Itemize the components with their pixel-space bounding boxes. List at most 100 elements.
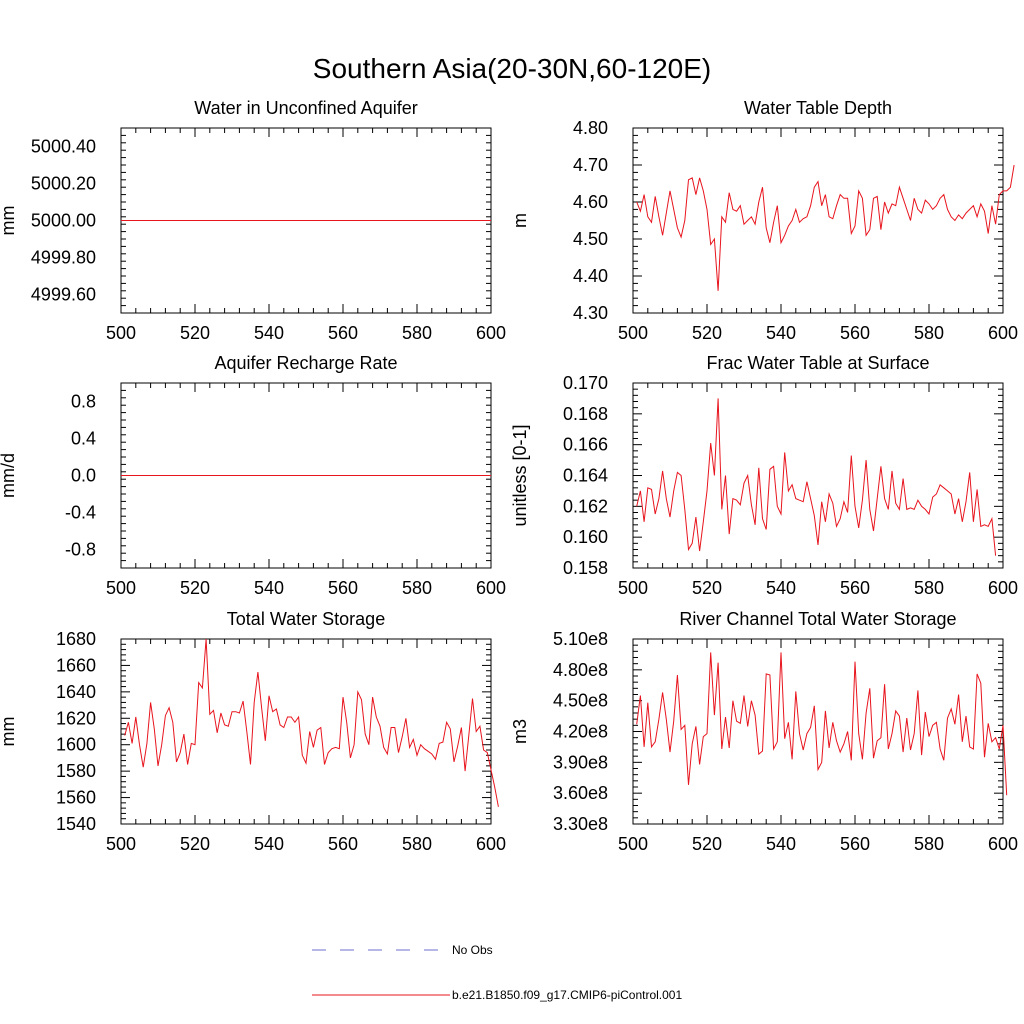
panel-grid: Water in Unconfined Aquifer mm 500 520 540 56… [0,98,1018,854]
x-tick-label: 540 [766,834,796,854]
y-tick-label: 1660 [56,655,96,675]
y-axis-label: mm [0,206,18,236]
y-tick-label: -0.4 [65,503,96,523]
x-tick-label: 520 [692,578,722,598]
series-line [636,164,1015,291]
x-tick-label: 560 [840,834,870,854]
y-tick-label: 0.158 [563,558,608,578]
legend: No Obs b.e21.B1850.f09_g17.CMIP6-piContr… [312,943,682,1002]
y-tick-label: 4.70 [573,155,608,175]
x-tick-label: 560 [328,323,358,343]
x-tick-label: 600 [476,578,506,598]
y-axis-label: unitless [0-1] [510,424,530,526]
y-tick-label: 0.168 [563,404,608,424]
y-tick-label: 4.50 [573,229,608,249]
x-tick-label: 600 [988,578,1018,598]
y-tick-label: 4.60 [573,192,608,212]
y-tick-label: 4.40 [573,266,608,286]
y-tick-label: 5.10e8 [553,629,608,649]
x-tick-label: 600 [988,834,1018,854]
y-tick-label: 0.166 [563,435,608,455]
y-tick-label: 1620 [56,708,96,728]
y-tick-label: 4.30 [573,303,608,323]
x-tick-label: 600 [476,323,506,343]
x-tick-label: 520 [692,834,722,854]
x-tick-label: 580 [914,834,944,854]
panel-title: Water in Unconfined Aquifer [194,98,417,118]
y-tick-label: 4.80 [573,118,608,138]
x-tick-label: 500 [618,834,648,854]
x-tick-label: 580 [914,323,944,343]
x-tick-label: 500 [618,323,648,343]
y-tick-label: 4999.60 [31,285,96,305]
y-tick-label: 1580 [56,761,96,781]
x-tick-label: 540 [254,578,284,598]
y-axis-label: mm [0,717,18,747]
panel-5: Total Water Storage mm 500 520 540 560 580 600 1… [0,609,506,854]
x-tick-label: 540 [766,323,796,343]
x-tick-label: 540 [254,834,284,854]
panel-title: Total Water Storage [227,609,385,629]
y-tick-label: 1540 [56,814,96,834]
y-tick-label: 0.160 [563,527,608,547]
x-tick-label: 520 [692,323,722,343]
y-tick-label: 0.0 [71,466,96,486]
x-tick-label: 580 [402,323,432,343]
x-tick-label: 500 [106,578,136,598]
series-line [636,652,1008,796]
x-tick-label: 520 [180,834,210,854]
y-tick-label: 5000.20 [31,174,96,194]
y-tick-label: 1680 [56,629,96,649]
panel-6: River Channel Total Water Storage m3 500 52… [510,609,1018,854]
x-tick-label: 560 [840,578,870,598]
y-tick-label: 1600 [56,735,96,755]
y-tick-label: 3.60e8 [553,783,608,803]
y-tick-label: 4.20e8 [553,722,608,742]
x-tick-label: 560 [328,578,358,598]
y-tick-label: 3.90e8 [553,752,608,772]
x-tick-label: 600 [988,323,1018,343]
y-tick-label: 0.164 [563,466,608,486]
panel-title: Aquifer Recharge Rate [214,353,397,373]
y-tick-label: 0.162 [563,496,608,516]
panel-4: Frac Water Table at Surface unitless [0-1… [510,353,1018,598]
x-tick-label: 580 [402,834,432,854]
x-tick-label: 500 [106,834,136,854]
x-tick-label: 600 [476,834,506,854]
x-tick-label: 500 [106,323,136,343]
panel-title: Frac Water Table at Surface [706,353,929,373]
x-tick-label: 560 [840,323,870,343]
y-tick-label: 1640 [56,682,96,702]
plot-frame [632,638,1004,825]
y-tick-label: 5000.00 [31,211,96,231]
x-tick-label: 560 [328,834,358,854]
figure-title: Southern Asia(20-30N,60-120E) [313,53,711,84]
legend-no-obs-label: No Obs [452,943,493,957]
panel-1: Water in Unconfined Aquifer mm 500 520 540 56… [0,98,506,343]
panel-3: Aquifer Recharge Rate mm/d 500 520 540 560 580… [0,353,506,598]
y-tick-label: 4999.80 [31,248,96,268]
y-axis-label: mm/d [0,453,18,498]
y-tick-label: 4.50e8 [553,691,608,711]
y-tick-label: -0.8 [65,540,96,560]
x-tick-label: 520 [180,323,210,343]
panel-2: Water Table Depth m 500 520 540 560 580 600 4.30… [510,98,1018,343]
plot-frame [632,127,1004,314]
y-tick-label: 1560 [56,788,96,808]
panel-title: Water Table Depth [744,98,892,118]
series-line [124,638,499,807]
y-tick-label: 3.30e8 [553,814,608,834]
x-tick-label: 520 [180,578,210,598]
x-tick-label: 540 [766,578,796,598]
y-tick-label: 0.4 [71,429,96,449]
x-tick-label: 580 [914,578,944,598]
panel-title: River Channel Total Water Storage [679,609,956,629]
series-line [636,398,997,556]
y-tick-label: 4.80e8 [553,660,608,680]
x-tick-label: 500 [618,578,648,598]
y-axis-label: m3 [510,719,530,744]
x-tick-label: 540 [254,323,284,343]
y-tick-label: 0.170 [563,373,608,393]
y-axis-label: m [510,213,530,228]
